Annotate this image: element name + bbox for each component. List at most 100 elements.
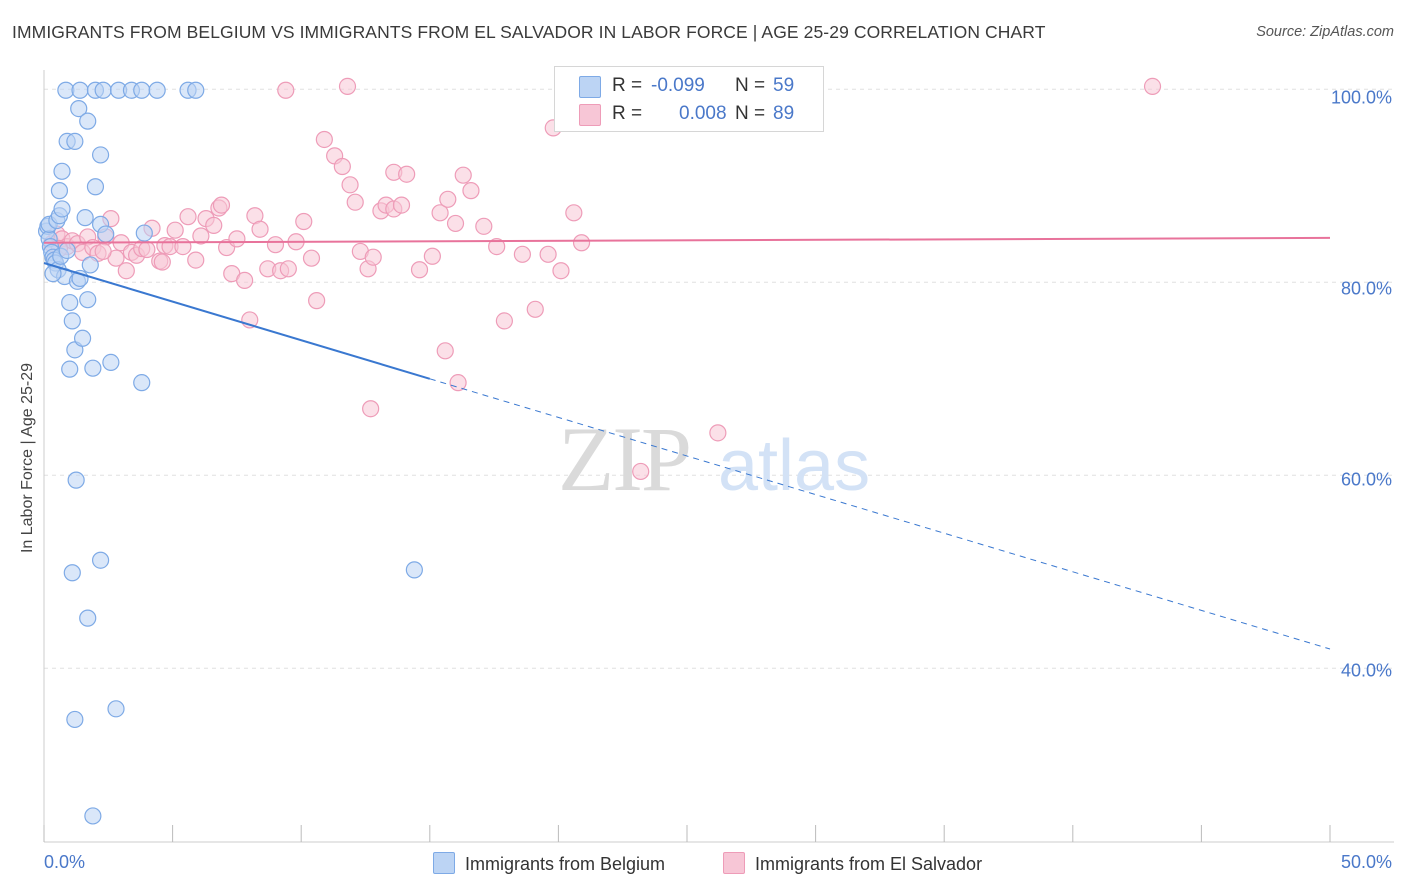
- point-el-salvador: [94, 242, 112, 261]
- point-el-salvador: [308, 292, 326, 310]
- y-tick-label: 80.0%: [1340, 278, 1392, 299]
- chart-title: IMMIGRANTS FROM BELGIUM VS IMMIGRANTS FR…: [12, 22, 1046, 42]
- point-belgium: [133, 374, 151, 392]
- point-el-salvador: [1143, 77, 1162, 96]
- r-label: R =: [612, 103, 643, 124]
- point-belgium: [86, 178, 105, 196]
- point-el-salvador: [228, 230, 246, 248]
- point-belgium: [66, 132, 84, 151]
- point-el-salvador: [346, 193, 364, 211]
- r-value: 0.008: [679, 103, 727, 124]
- trend-line-el-salvador: [43, 236, 1331, 244]
- y-tick-label: 40.0%: [1340, 660, 1392, 681]
- point-belgium: [66, 710, 84, 729]
- point-el-salvador: [364, 248, 382, 266]
- point-belgium: [148, 81, 166, 99]
- n-value: 59: [773, 75, 795, 96]
- point-el-salvador: [279, 260, 297, 278]
- point-belgium: [63, 312, 81, 330]
- point-belgium: [102, 353, 120, 371]
- point-el-salvador: [277, 81, 295, 99]
- x-tick-label: 50.0%: [1340, 852, 1392, 872]
- point-el-salvador: [392, 196, 411, 214]
- trend-line-belgium-extrapolated: [429, 378, 1331, 650]
- point-el-salvador: [251, 220, 269, 238]
- point-el-salvador: [295, 212, 313, 231]
- source-label: Source: ZipAtlas.com: [1256, 24, 1394, 40]
- point-belgium: [187, 81, 205, 99]
- legend-label-belgium: Immigrants from Belgium: [465, 854, 666, 874]
- point-belgium: [91, 146, 110, 164]
- point-el-salvador: [495, 312, 513, 330]
- y-tick-label: 60.0%: [1340, 469, 1392, 490]
- n-label: N =: [735, 75, 766, 96]
- point-belgium: [84, 807, 102, 825]
- legend-item-belgium: Immigrants from Belgium: [433, 852, 665, 875]
- point-el-salvador: [302, 249, 321, 267]
- trend-lines: [43, 236, 1331, 650]
- y-axis-label: In Labor Force | Age 25-29: [19, 362, 36, 554]
- point-el-salvador: [552, 262, 570, 280]
- point-el-salvador: [462, 182, 480, 200]
- point-el-salvador: [138, 240, 156, 259]
- watermark-atlas: atlas: [718, 426, 870, 506]
- point-belgium: [71, 81, 89, 99]
- point-belgium: [61, 360, 79, 378]
- point-el-salvador: [153, 253, 171, 271]
- legend-swatch-blue: [433, 852, 455, 874]
- point-el-salvador: [526, 300, 544, 318]
- r-value: -0.099: [651, 75, 705, 96]
- point-el-salvador: [439, 190, 457, 208]
- y-tick-label: 100.0%: [1330, 87, 1392, 108]
- point-el-salvador: [212, 196, 231, 214]
- point-el-salvador: [446, 214, 465, 233]
- point-belgium: [84, 359, 102, 377]
- point-belgium: [81, 256, 99, 274]
- series-belgium-points: [37, 81, 423, 825]
- point-el-salvador: [475, 217, 493, 235]
- point-el-salvador: [709, 424, 727, 442]
- point-el-salvador: [174, 237, 192, 256]
- point-belgium: [79, 112, 97, 130]
- point-el-salvador: [436, 342, 454, 360]
- point-el-salvador: [205, 216, 223, 234]
- point-el-salvador: [449, 374, 467, 392]
- point-belgium: [79, 291, 97, 309]
- point-belgium: [94, 81, 112, 99]
- point-el-salvador: [338, 77, 357, 96]
- point-el-salvador: [632, 462, 650, 481]
- n-label: N =: [735, 103, 766, 124]
- point-el-salvador: [187, 251, 205, 269]
- point-el-salvador: [454, 166, 472, 184]
- legend-swatch-pink: [723, 852, 745, 874]
- point-belgium: [79, 609, 97, 627]
- point-belgium: [61, 293, 79, 312]
- point-el-salvador: [179, 208, 197, 226]
- point-belgium: [50, 182, 69, 200]
- point-el-salvador: [565, 204, 583, 222]
- x-tick-label: 0.0%: [44, 852, 86, 872]
- point-belgium: [405, 561, 423, 579]
- point-belgium: [91, 551, 110, 569]
- point-el-salvador: [315, 130, 333, 149]
- point-el-salvador: [266, 236, 285, 254]
- point-el-salvador: [341, 176, 359, 194]
- point-belgium: [53, 200, 71, 218]
- n-value: 89: [773, 103, 795, 124]
- point-belgium: [70, 99, 88, 118]
- point-belgium: [58, 241, 76, 260]
- point-el-salvador: [423, 247, 441, 265]
- point-el-salvador: [539, 245, 557, 263]
- point-el-salvador: [166, 221, 184, 239]
- point-belgium: [97, 225, 115, 243]
- trend-line-belgium: [43, 262, 431, 380]
- point-el-salvador: [117, 262, 135, 280]
- point-belgium: [76, 209, 94, 227]
- point-el-salvador: [236, 271, 254, 289]
- point-belgium: [53, 162, 71, 180]
- point-belgium: [107, 700, 125, 718]
- point-belgium: [73, 329, 92, 347]
- point-belgium: [67, 471, 85, 489]
- point-belgium: [135, 224, 153, 242]
- grid-lines: [44, 88, 1394, 669]
